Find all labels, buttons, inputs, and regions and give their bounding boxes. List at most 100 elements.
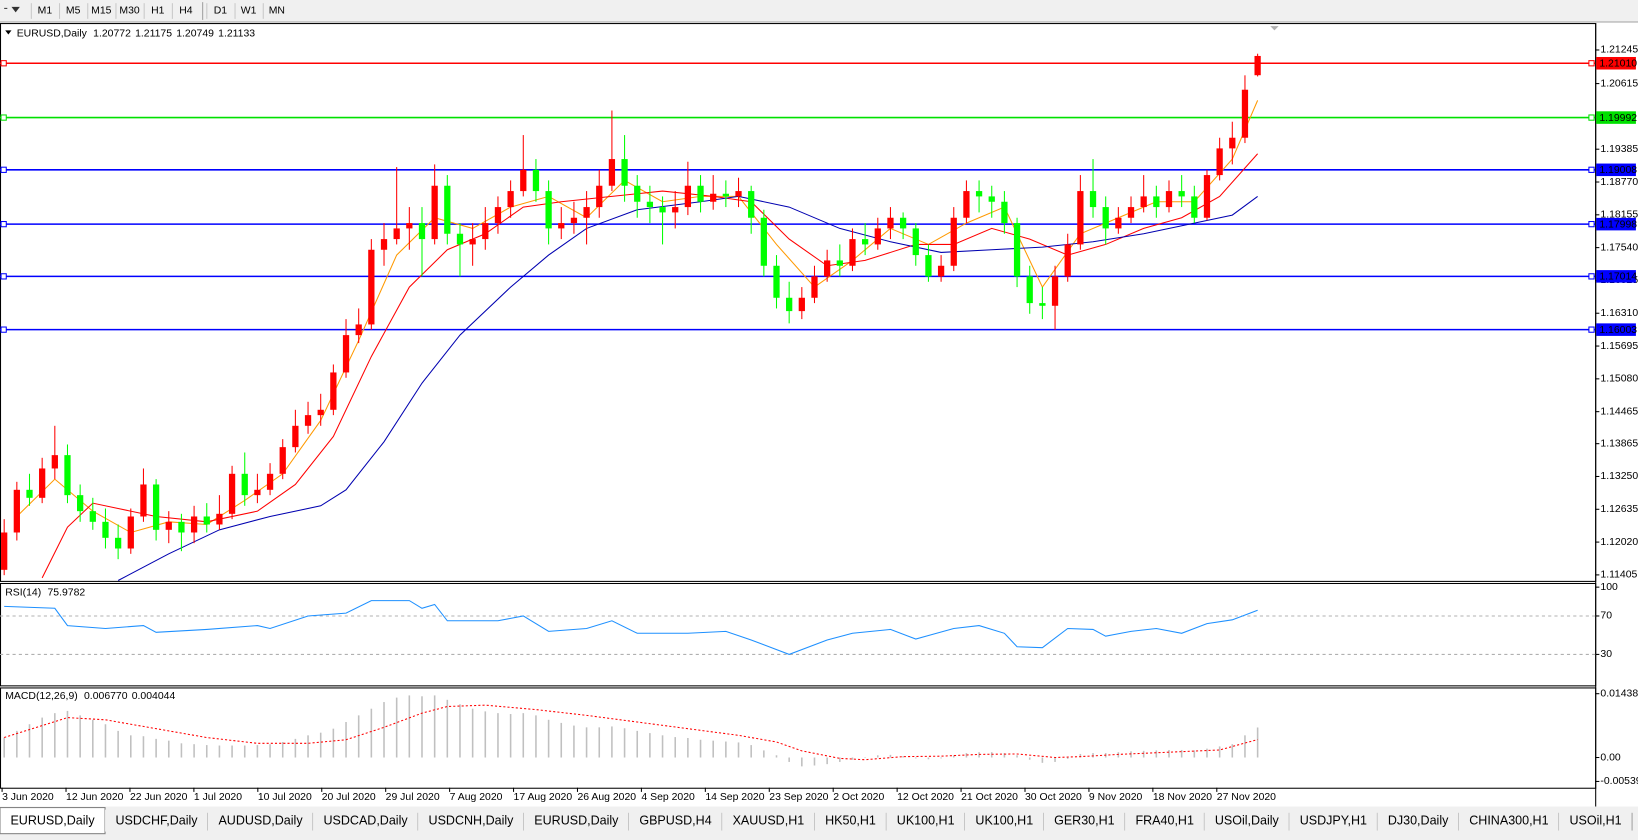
candle-body <box>380 239 388 250</box>
tab[interactable]: AUDUSD,Daily <box>208 809 314 832</box>
tab-label[interactable]: USDCNH,Daily <box>429 813 515 827</box>
histogram-bar <box>940 757 942 759</box>
tab-background[interactable] <box>886 809 965 832</box>
timeframe-button[interactable]: H1 <box>143 3 165 19</box>
timeframe-button[interactable]: MN <box>262 3 285 19</box>
tab-background[interactable] <box>1125 809 1205 832</box>
candle-body <box>912 228 919 256</box>
tab[interactable]: USOil,Daily <box>1204 809 1290 832</box>
tab[interactable]: USDCAD,Daily <box>313 809 419 832</box>
tab-label[interactable]: AUDUSD,Daily <box>218 813 303 827</box>
histogram-bar <box>990 752 993 758</box>
level-anchor <box>1588 273 1595 280</box>
tab-background[interactable] <box>523 809 629 832</box>
tab-background[interactable] <box>313 809 419 832</box>
tab[interactable]: USDCNH,Daily <box>418 809 525 832</box>
tab-label[interactable]: GBPUSD,H4 <box>639 813 711 827</box>
tab-background[interactable] <box>1289 809 1378 832</box>
pane-header: RSI(14) 75.9782 <box>5 587 85 598</box>
tab-label[interactable]: XAUUSD,H1 <box>733 813 805 827</box>
histogram-bar <box>383 702 385 758</box>
tab-background[interactable] <box>722 809 815 832</box>
tab-background[interactable] <box>418 809 524 832</box>
tab-label[interactable]: USDCAD,Daily <box>324 813 409 827</box>
timeframe-label[interactable]: M1 <box>38 5 53 16</box>
candle-body <box>988 196 995 202</box>
level-anchor <box>0 326 7 333</box>
level-label-box <box>1596 56 1636 70</box>
timeframe-button[interactable]: D1 <box>206 3 228 19</box>
tab[interactable]: CHINA300,H1 <box>1458 809 1560 832</box>
tab-background[interactable] <box>105 809 209 832</box>
timeframe-label[interactable]: M15 <box>91 5 111 16</box>
tab-background[interactable] <box>1559 809 1633 832</box>
histogram-bar <box>130 735 132 758</box>
candle-body <box>1013 223 1021 277</box>
timeframe-label[interactable]: D1 <box>214 5 228 16</box>
tab[interactable]: EURUSD,Daily <box>523 809 630 832</box>
tab-label[interactable]: HK50,H1 <box>825 813 876 827</box>
tab-label[interactable]: UK100,H1 <box>975 813 1033 827</box>
tab-label[interactable]: UK100,H1 <box>897 813 955 827</box>
timeframe-button[interactable]: M5 <box>59 3 81 19</box>
y-tick-label: 1.16310 <box>1600 308 1638 319</box>
candle-body <box>748 191 755 218</box>
tab-background[interactable] <box>628 809 723 832</box>
tab-label[interactable]: GER30,H1 <box>1054 813 1115 827</box>
tab-label[interactable]: USOil,Daily <box>1215 813 1280 827</box>
timeframe-label[interactable]: H1 <box>151 5 165 16</box>
candle-body <box>228 473 236 514</box>
y-tick-label: 1.12020 <box>1600 537 1638 548</box>
tab[interactable]: USDCHF,Daily <box>105 809 209 832</box>
histogram-bar <box>687 737 689 758</box>
tab[interactable]: HK50,H1 <box>814 809 887 832</box>
candle-body <box>836 260 843 266</box>
tab-label[interactable]: EURUSD,Daily <box>10 813 95 827</box>
tab-label[interactable]: USDCHF,Daily <box>115 813 198 827</box>
header-label: EURUSD,Daily <box>17 28 88 39</box>
tab[interactable]: EURUSD,Daily <box>0 807 106 835</box>
tab-background[interactable] <box>1043 809 1126 832</box>
candle-body <box>570 217 578 224</box>
tab[interactable]: USOil,H1 <box>1559 809 1633 832</box>
tab-label[interactable]: DJ30,Daily <box>1388 813 1449 827</box>
tab[interactable]: FRA40,H1 <box>1125 809 1205 832</box>
timeframe-label[interactable]: H4 <box>179 5 193 16</box>
tab-label[interactable]: USOil,H1 <box>1569 813 1621 827</box>
candle-body <box>431 185 438 240</box>
tab[interactable]: XAUUSD,H1 <box>722 809 816 832</box>
tab-label[interactable]: FRA40,H1 <box>1136 813 1194 827</box>
tab-background[interactable] <box>1377 809 1459 832</box>
tab-background[interactable] <box>1458 809 1560 832</box>
timeframe-button[interactable]: W1 <box>234 3 257 19</box>
tab[interactable]: DJ30,Daily <box>1377 809 1460 832</box>
timeframe-label[interactable]: M30 <box>119 5 139 16</box>
tab-label[interactable]: CHINA300,H1 <box>1469 813 1548 827</box>
x-tick-label: 18 Nov 2020 <box>1153 792 1212 803</box>
timeframe-button[interactable]: M1 <box>30 3 53 19</box>
timeframe-label[interactable]: W1 <box>241 5 257 16</box>
tab[interactable]: UK100,H1 <box>886 809 966 832</box>
tab-background[interactable] <box>814 809 887 832</box>
timeframe-label[interactable]: MN <box>269 5 285 16</box>
timeframe-button[interactable]: M15 <box>87 3 112 19</box>
toolbar-menu-icon[interactable] <box>4 6 20 13</box>
timeframe-label[interactable]: M5 <box>66 5 81 16</box>
tab[interactable]: USDJPY,H1 <box>1289 809 1378 832</box>
tab-label[interactable]: EURUSD,Daily <box>534 813 619 827</box>
candle-body <box>1064 244 1071 277</box>
histogram-bar <box>813 757 816 766</box>
y-tick-label: 1.14465 <box>1600 406 1638 417</box>
tab[interactable]: UK100,H1 <box>964 809 1045 832</box>
tab-label[interactable]: USDJPY,H1 <box>1300 813 1367 827</box>
candle-body <box>1254 55 1261 76</box>
tab[interactable]: GBPUSD,H4 <box>628 809 723 832</box>
candle-body <box>279 447 286 474</box>
tab[interactable]: GER30,H1 <box>1043 809 1126 832</box>
timeframe-button[interactable]: M30 <box>115 3 140 19</box>
tab-background[interactable] <box>0 807 106 835</box>
tab-background[interactable] <box>1204 809 1290 832</box>
tab-background[interactable] <box>208 809 314 832</box>
timeframe-button[interactable]: H4 <box>171 3 193 19</box>
tab-background[interactable] <box>964 809 1044 832</box>
